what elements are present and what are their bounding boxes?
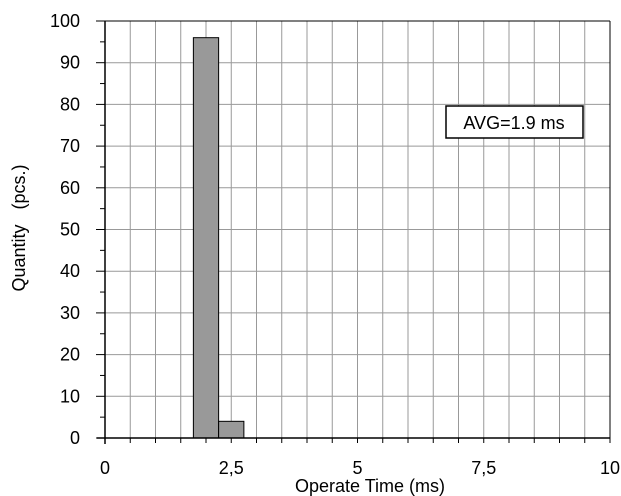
- y-tick-label: 40: [60, 261, 80, 281]
- y-tick-label: 50: [60, 220, 80, 240]
- histogram-bar: [192, 37, 220, 439]
- bars: [192, 37, 245, 439]
- tick-labels: 0 10 20 30 40 50 60 70 80 90 100 0 2,5 5 7,5 10: [50, 11, 620, 478]
- y-axis-title: Quantity (pcs.): [9, 164, 29, 291]
- annotation-box: [445, 105, 584, 139]
- y-tick-label: 0: [70, 428, 80, 448]
- y-tick-label: 10: [60, 386, 80, 406]
- y-tick-label: 70: [60, 136, 80, 156]
- y-tick-label: 80: [60, 94, 80, 114]
- y-tick-label: 60: [60, 178, 80, 198]
- x-tick-label: 2,5: [219, 458, 244, 478]
- x-tick-label: 10: [600, 458, 620, 478]
- x-axis-title: Operate Time (ms): [295, 476, 445, 496]
- grid: [105, 20, 610, 438]
- histogram-bar: [218, 420, 245, 439]
- y-tick-label: 20: [60, 345, 80, 365]
- y-tick-label: 30: [60, 303, 80, 323]
- x-tick-label: 7,5: [471, 458, 496, 478]
- annotation-text: AVG=1.9 ms: [463, 113, 564, 133]
- x-tick-label: 5: [352, 458, 362, 478]
- y-tick-label: 100: [50, 11, 80, 31]
- x-tick-label: 0: [100, 458, 110, 478]
- avg-annotation: AVG=1.9 ms: [445, 105, 584, 139]
- y-tick-label: 90: [60, 53, 80, 73]
- axes: [96, 20, 611, 444]
